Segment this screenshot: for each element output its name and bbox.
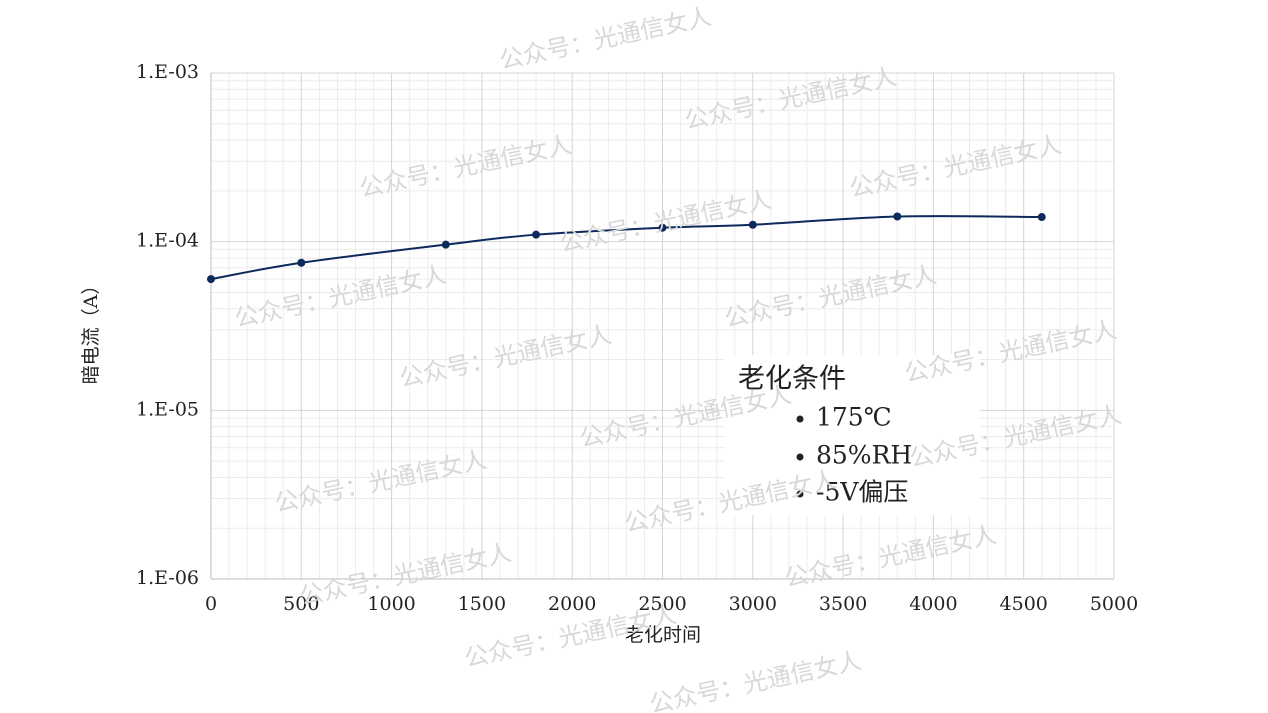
- y-tick-label: 1.E-06: [136, 567, 199, 589]
- point: [1037, 213, 1046, 222]
- annotation-title: 老化条件: [738, 364, 846, 395]
- watermark: 公众号：光通信女人: [557, 185, 774, 257]
- x-tick-label: 3000: [729, 593, 777, 615]
- point: [207, 275, 215, 284]
- point: [532, 230, 541, 239]
- watermark: 公众号：光通信女人: [232, 260, 449, 332]
- x-tick-label: 3500: [819, 593, 867, 615]
- bullet: [796, 415, 804, 423]
- point: [441, 240, 450, 249]
- watermark: 公众号：光通信女人: [272, 445, 489, 517]
- watermark: 公众号：光通信女人: [397, 320, 614, 392]
- watermark: 公众号：光通信女人: [902, 315, 1119, 387]
- annotation-item: 175℃: [816, 403, 892, 432]
- annotation-item: -5V偏压: [816, 478, 908, 507]
- annotation-item: 85%RH: [816, 441, 912, 470]
- y-tick-label: 1.E-05: [136, 398, 199, 420]
- x-tick-label: 5000: [1090, 593, 1138, 615]
- x-tick-label: 1000: [367, 593, 415, 615]
- y-axis-label: 暗电流（A）: [80, 276, 102, 385]
- x-tick-label: 4000: [909, 593, 957, 615]
- watermark: 公众号：光通信女人: [647, 646, 864, 713]
- x-tick-label: 0: [205, 593, 217, 615]
- point: [297, 258, 306, 267]
- bullet: [796, 453, 804, 461]
- x-tick-label: 1500: [458, 593, 506, 615]
- x-tick-label: 4500: [1000, 593, 1048, 615]
- point: [893, 212, 902, 221]
- plot: [207, 212, 1046, 284]
- point: [748, 220, 757, 229]
- x-tick-label: 2500: [638, 593, 686, 615]
- annotation-box: [725, 355, 980, 515]
- x-axis-label: 老化时间: [625, 624, 701, 646]
- watermark: 公众号：光通信女人: [357, 130, 574, 202]
- watermark: 公众号：光通信女人: [497, 2, 714, 74]
- y-tick-label: 1.E-03: [136, 61, 199, 83]
- x-tick-label: 2000: [548, 593, 596, 615]
- bullet: [796, 490, 804, 498]
- watermark: 公众号：光通信女人: [722, 260, 939, 332]
- grid: 1.E-06 1.E-05 1.E-04 1.E-03 0 500 1000 1500 2000…: [136, 61, 1138, 615]
- watermark: 公众号：光通信女人: [782, 520, 999, 592]
- point: [658, 223, 667, 232]
- y-tick-label: 1.E-04: [136, 230, 199, 252]
- x-tick-label: 500: [283, 593, 319, 615]
